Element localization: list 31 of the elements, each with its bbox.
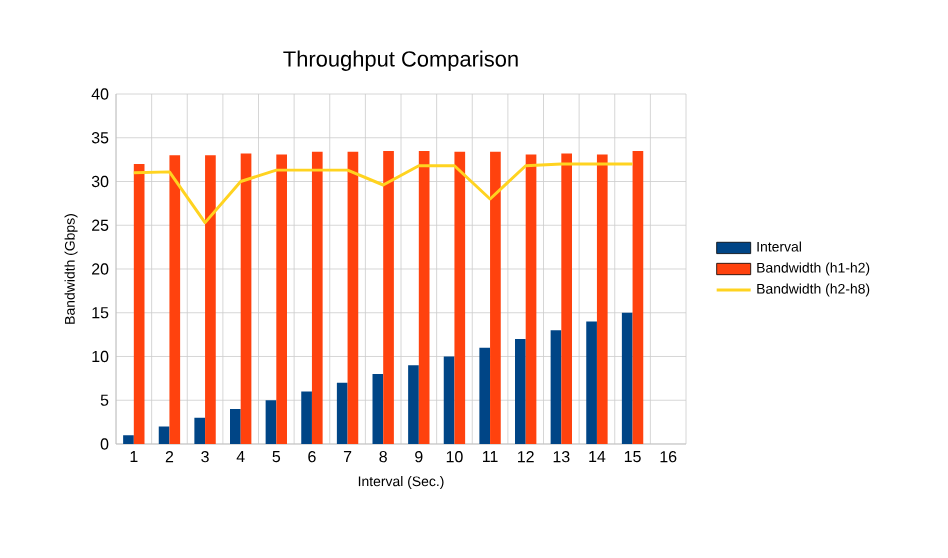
bar — [621, 312, 633, 444]
bar — [596, 154, 608, 444]
bar — [240, 153, 252, 444]
bar — [372, 374, 384, 444]
chart-title: Throughput Comparison — [283, 50, 518, 71]
bar — [123, 435, 134, 444]
bar — [383, 150, 394, 444]
bar — [169, 155, 181, 444]
bar — [490, 151, 501, 444]
bar — [205, 155, 216, 444]
bar — [133, 164, 145, 444]
bar — [454, 151, 466, 444]
bar — [336, 382, 348, 444]
bar — [586, 321, 597, 444]
bar — [301, 391, 312, 444]
bar — [408, 365, 419, 444]
bar — [265, 400, 277, 444]
bar — [443, 356, 455, 444]
bar — [479, 347, 491, 444]
bar — [632, 150, 644, 444]
bar — [561, 153, 572, 444]
bar — [311, 151, 323, 444]
bar — [525, 154, 537, 444]
bar — [550, 330, 562, 444]
bar — [194, 417, 206, 444]
bar — [347, 151, 359, 444]
bar — [276, 154, 287, 444]
bar — [158, 426, 170, 444]
bar — [230, 409, 241, 444]
bar — [515, 339, 526, 444]
bar — [418, 150, 430, 444]
